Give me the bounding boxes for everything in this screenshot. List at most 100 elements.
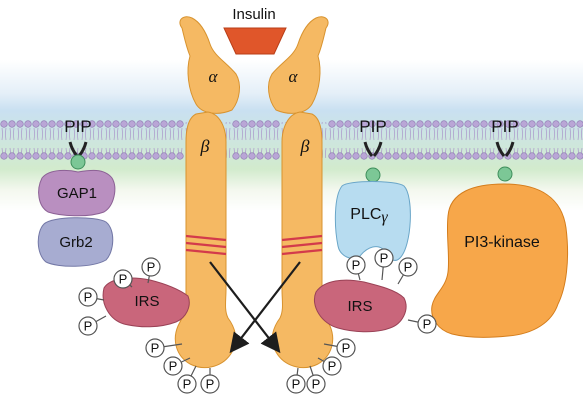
lipid-head <box>32 120 40 128</box>
lipid-head <box>424 120 432 128</box>
phosphate-circle <box>200 374 220 394</box>
arrow-left-to-right <box>209 261 281 354</box>
lipid-head <box>104 152 112 160</box>
lipid-head <box>32 152 40 160</box>
lipid-head <box>336 120 344 128</box>
lipid-head <box>456 120 464 128</box>
gap1-protein: GAP1 <box>38 169 116 217</box>
lipid-head <box>576 120 583 128</box>
lipid-head <box>144 120 152 128</box>
phosphate-circle <box>374 248 394 268</box>
receptor-left-chain: α β <box>174 16 240 368</box>
lipid-head <box>8 120 16 128</box>
lipid-head <box>432 120 440 128</box>
phosphate-label: P <box>151 341 160 356</box>
beta-label-right: β <box>300 136 310 156</box>
phosphate-circle <box>78 316 98 336</box>
phosphate-circle <box>145 338 165 358</box>
lipid-head <box>416 120 424 128</box>
plc-gamma-protein: PLCγ <box>334 181 411 261</box>
lipid-head <box>128 152 136 160</box>
lipid-head <box>328 120 336 128</box>
lipid-head <box>8 152 16 160</box>
lipid-head <box>328 152 336 160</box>
lipid-head <box>24 120 32 128</box>
lipid-head <box>568 152 576 160</box>
lipid-head <box>120 120 128 128</box>
phosphate-label: P <box>84 319 93 334</box>
lipid-head <box>232 152 240 160</box>
pip-label-plc: PIP <box>359 117 386 136</box>
lipid-head <box>136 152 144 160</box>
mutation-bands-left <box>185 234 227 256</box>
lipid-head <box>248 152 256 160</box>
phosphate-label: P <box>380 251 389 266</box>
lipid-head <box>152 120 160 128</box>
phosphate-label: P <box>119 272 128 287</box>
lipid-head <box>24 152 32 160</box>
lipid-head <box>360 120 368 128</box>
lipid-head <box>528 152 536 160</box>
mutation-bands-right <box>281 234 323 256</box>
pip-anchor-pi3k: PIP <box>491 117 519 182</box>
lipid-head <box>504 120 512 128</box>
lipid-head <box>344 120 352 128</box>
alpha-subunit-left <box>179 16 240 114</box>
lipid-head <box>176 152 184 160</box>
lipid-head <box>512 152 520 160</box>
phosphate-label: P <box>84 290 93 305</box>
phosphate-label: P <box>342 341 351 356</box>
arrow-right-to-left <box>229 261 301 354</box>
lipid-head <box>16 120 24 128</box>
phosphate-circle <box>306 374 326 394</box>
lipid-head <box>272 152 280 160</box>
lipid-head <box>432 152 440 160</box>
pip-headgroup-plc <box>365 167 381 183</box>
insulin-shape <box>223 27 287 55</box>
pip-anchor-plc: PIP <box>359 117 387 183</box>
lipid-head <box>496 120 504 128</box>
phosphate-label: P <box>206 377 215 392</box>
phosphate-circle <box>78 287 98 307</box>
lipid-head <box>464 152 472 160</box>
lipid-head <box>56 120 64 128</box>
pi3-kinase-label: PI3-kinase <box>464 234 540 251</box>
lipid-head <box>424 152 432 160</box>
lipid-head <box>336 152 344 160</box>
lipid-head <box>64 120 72 128</box>
lipid-head <box>240 120 248 128</box>
lipid-head <box>472 120 480 128</box>
lipid-head <box>168 152 176 160</box>
phosphate-label: P <box>423 317 432 332</box>
lipid-head <box>120 152 128 160</box>
lipid-head <box>392 152 400 160</box>
pip-label-pi3k: PIP <box>491 117 518 136</box>
lipid-head <box>552 152 560 160</box>
phosphate-label: P <box>147 260 156 275</box>
lipid-head <box>88 152 96 160</box>
alpha-label-left: α <box>209 67 219 86</box>
phosphate-circle <box>398 257 418 277</box>
lipid-head <box>392 120 400 128</box>
pip-label-gap1: PIP <box>64 117 91 136</box>
grb2-protein: Grb2 <box>37 217 114 267</box>
beta-label-left: β <box>200 136 210 156</box>
lipid-head <box>352 120 360 128</box>
lipid-head <box>344 152 352 160</box>
lipid-head <box>64 152 72 160</box>
lipid-head <box>176 120 184 128</box>
irs-protein-left: IRS <box>102 277 190 328</box>
phosphate-circle <box>141 257 161 277</box>
lipid-head <box>264 152 272 160</box>
lipid-head <box>48 152 56 160</box>
lipid-head <box>408 152 416 160</box>
lipid-head <box>536 120 544 128</box>
lipid-head <box>544 152 552 160</box>
phosphate-circle <box>113 269 133 289</box>
lipid-head <box>488 120 496 128</box>
lipid-head <box>520 120 528 128</box>
phosphate-label: P <box>312 377 321 392</box>
alpha-subunit-right <box>268 16 329 114</box>
